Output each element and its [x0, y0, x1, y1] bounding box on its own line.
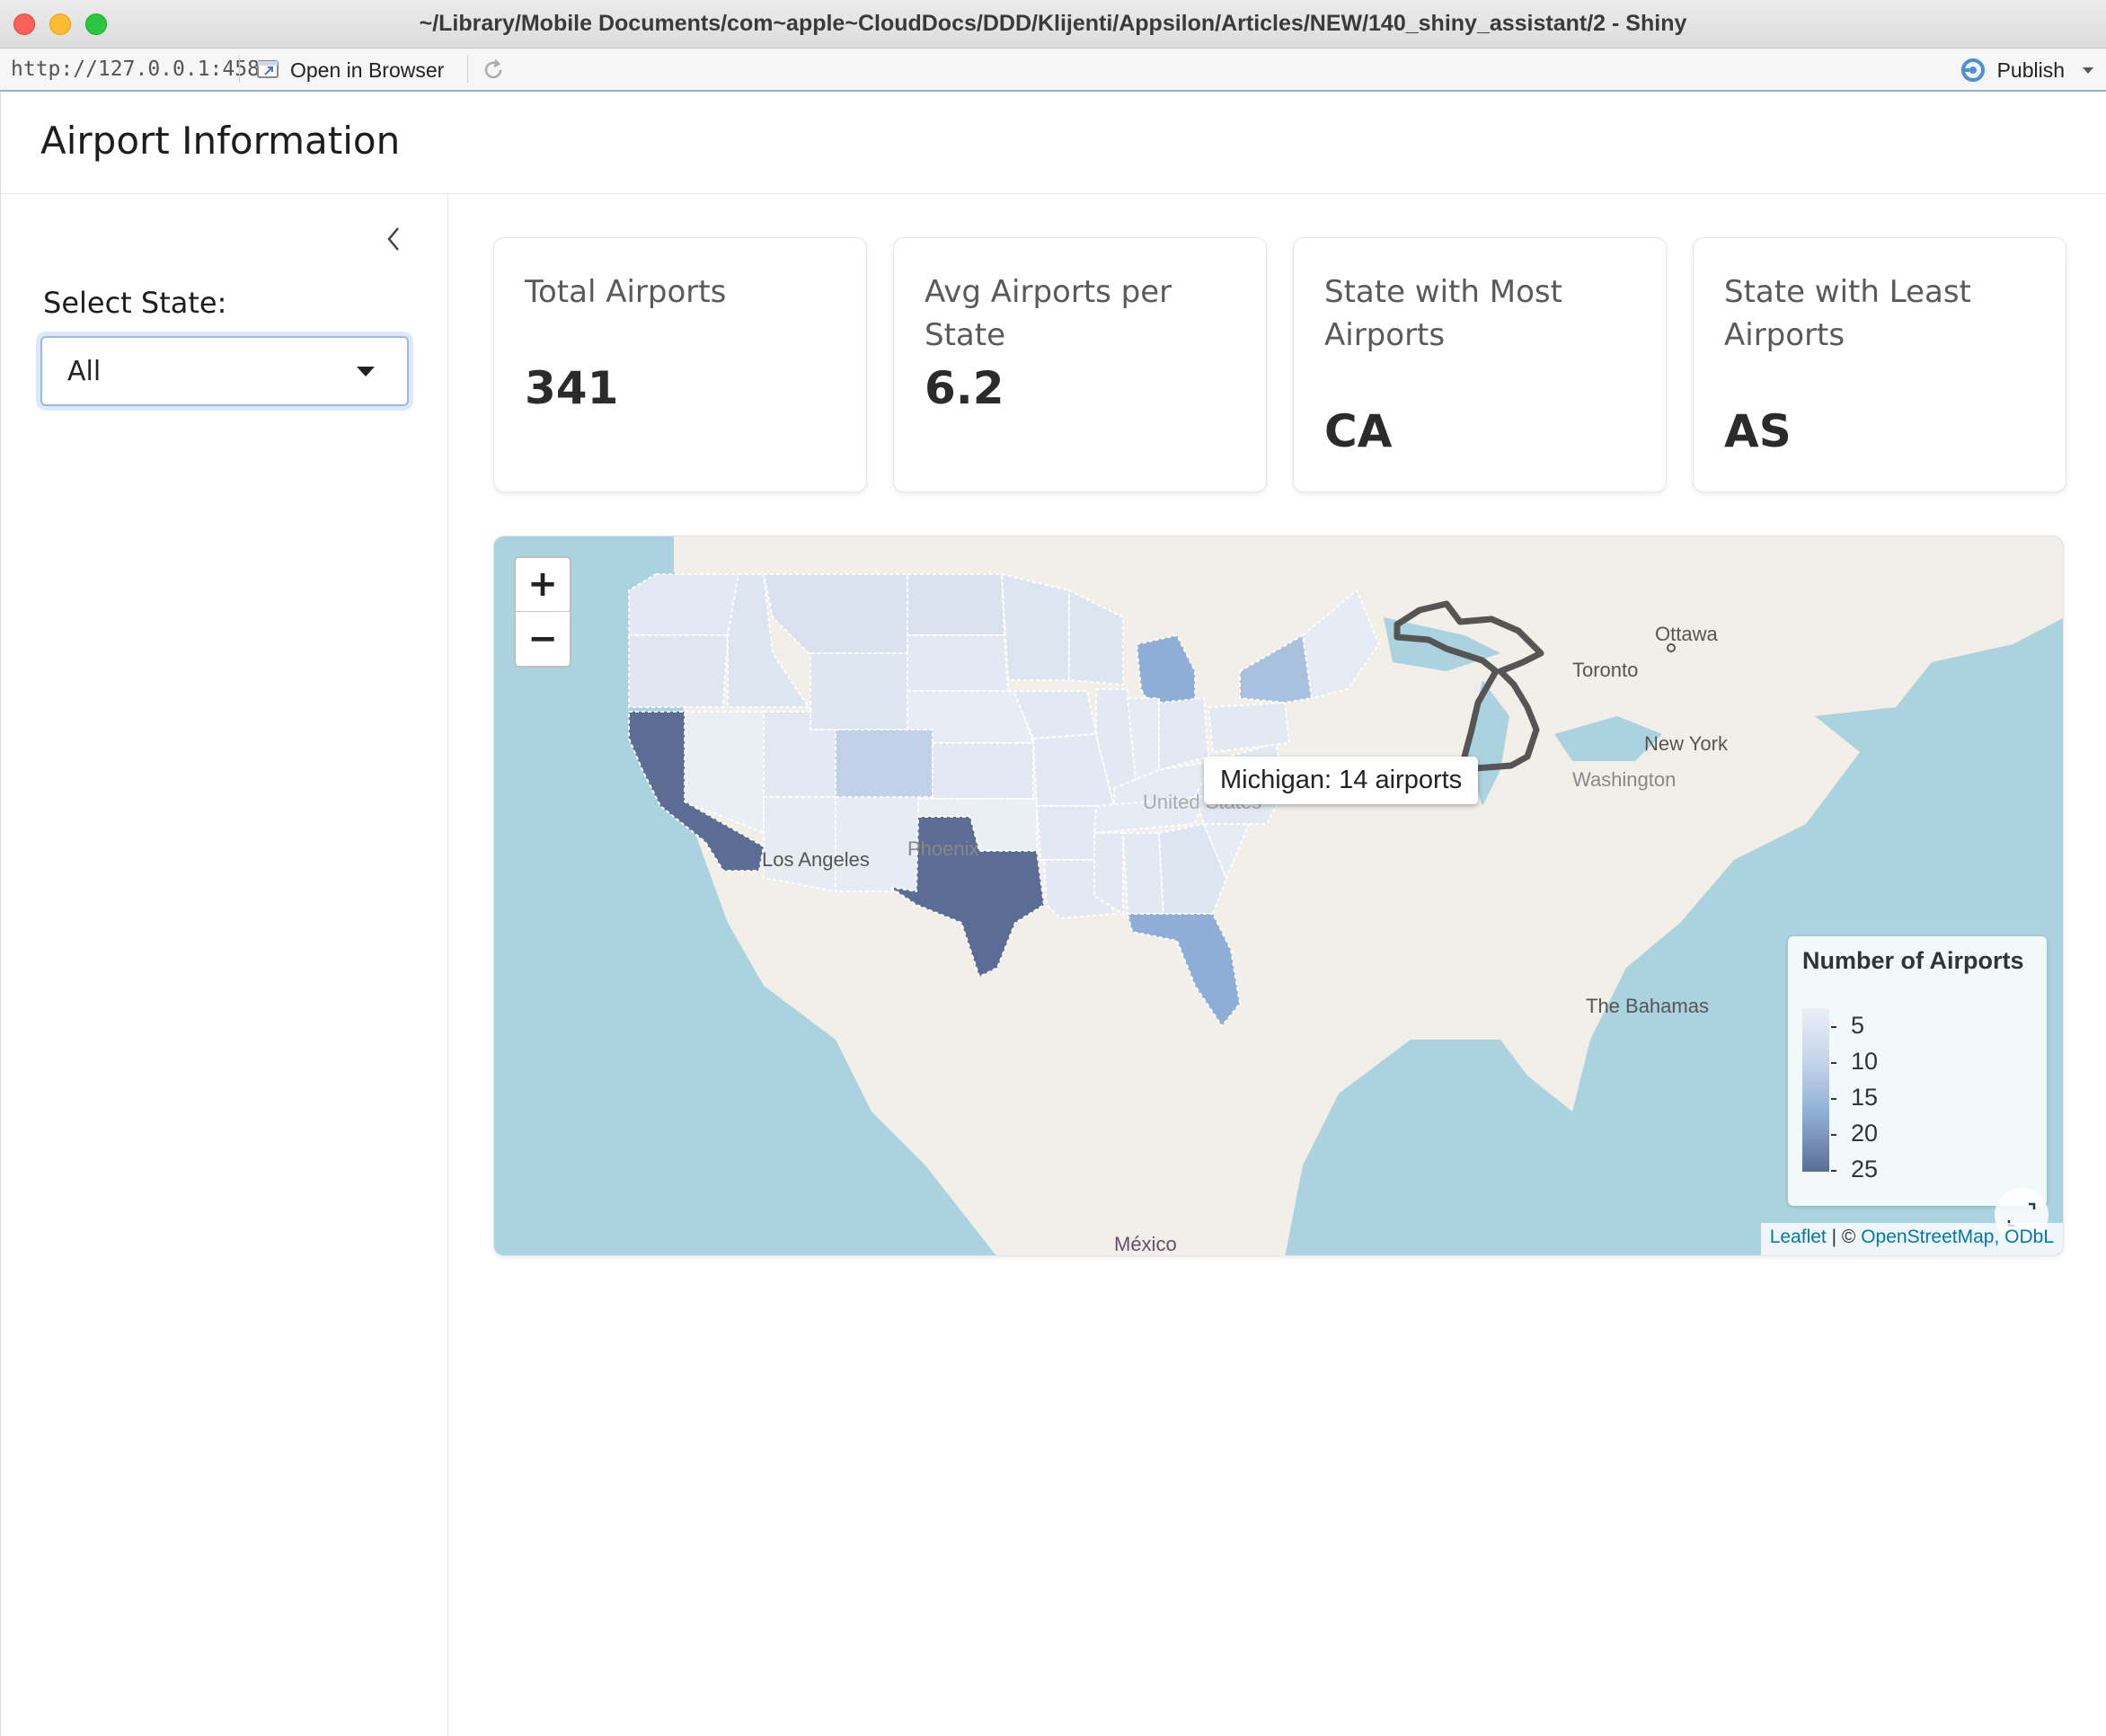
page-title: Airport Information: [40, 119, 401, 163]
value-box-state-most: State with Most Airports CA: [1293, 237, 1667, 492]
openstreetmap-link[interactable]: OpenStreetMap: [1861, 1227, 1995, 1247]
publish-icon: [1960, 58, 1985, 82]
value-box-value: CA: [1324, 405, 1393, 457]
state-minnesota[interactable]: [1000, 572, 1070, 681]
value-box-title: State with Least Airports: [1724, 274, 1971, 353]
state-missouri[interactable]: [1031, 732, 1116, 807]
state-select-value: All: [67, 356, 102, 387]
url-display: http://127.0.0.1:4587: [11, 58, 272, 81]
value-box-value: AS: [1724, 405, 1792, 457]
legend-label: 15: [1851, 1084, 1879, 1111]
label-mexico: México: [1114, 1233, 1177, 1255]
great-lakes: [1384, 617, 1662, 806]
legend-label: 10: [1851, 1048, 1879, 1075]
zoom-window-button[interactable]: [85, 13, 107, 35]
minimize-window-button[interactable]: [49, 13, 71, 35]
state-south-dakota[interactable]: [907, 634, 1010, 692]
canada-land: [674, 536, 2063, 761]
open-in-browser-label: Open in Browser: [290, 58, 445, 82]
state-select[interactable]: All: [40, 336, 409, 406]
publish-label: Publish: [1996, 58, 2065, 82]
refresh-icon[interactable]: [481, 58, 506, 83]
state-arkansas[interactable]: [1035, 805, 1098, 861]
map-tooltip: Michigan: 14 airports: [1204, 757, 1479, 804]
label-toronto: Toronto: [1572, 659, 1638, 681]
attribution-separator: | ©: [1826, 1227, 1862, 1247]
window-title: ~/Library/Mobile Documents/com~apple~Clo…: [419, 11, 1687, 36]
publish-button[interactable]: Publish: [1958, 56, 2093, 84]
legend-tick: [1831, 1062, 1836, 1064]
label-new-york: New York: [1644, 732, 1729, 755]
zoom-in-button[interactable]: +: [516, 558, 570, 612]
collapse-sidebar-icon[interactable]: [378, 221, 409, 257]
state-wisconsin[interactable]: [1068, 589, 1124, 686]
value-box-title: Total Airports: [525, 274, 727, 310]
michigan-highlight: [1394, 600, 1544, 772]
state-wyoming[interactable]: [810, 652, 908, 731]
map-attribution: Leaflet | © OpenStreetMap, ODbL: [1760, 1223, 2063, 1255]
state-new-york[interactable]: [1239, 633, 1314, 704]
window-titlebar: ~/Library/Mobile Documents/com~apple~Clo…: [0, 0, 2106, 49]
state-oregon[interactable]: [628, 634, 730, 708]
value-box-value: 6.2: [925, 362, 1004, 414]
legend-title: Number of Airports: [1802, 947, 2024, 974]
state-new-england[interactable]: [1301, 589, 1381, 700]
value-box-total-airports: Total Airports 341: [493, 237, 867, 492]
main-panel: Total Airports 341 Avg Airports per Stat…: [448, 194, 2106, 1736]
value-box-title: Avg Airports per State: [925, 274, 1172, 353]
app-header: Airport Information: [1, 92, 2106, 194]
state-polygons: [628, 572, 1381, 1028]
state-north-dakota[interactable]: [907, 573, 1006, 636]
legend-tick: [1831, 1170, 1836, 1172]
state-florida[interactable]: [1126, 913, 1242, 1028]
open-in-browser-button[interactable]: Open in Browser: [256, 56, 444, 84]
state-iowa[interactable]: [1012, 690, 1098, 740]
value-box-avg-airports: Avg Airports per State 6.2: [893, 237, 1267, 492]
zoom-control: + −: [514, 556, 571, 668]
toolbar-divider: [239, 56, 240, 83]
state-washington[interactable]: [628, 573, 739, 636]
value-box-value: 341: [525, 362, 619, 414]
label-los-angeles: Los Angeles: [762, 848, 870, 871]
state-mississippi[interactable]: [1093, 832, 1124, 916]
state-pennsylvania[interactable]: [1207, 701, 1291, 754]
state-alabama[interactable]: [1121, 832, 1165, 915]
legend-tick: [1831, 1026, 1836, 1028]
label-phoenix: Phoenix: [907, 837, 979, 860]
odbl-link[interactable]: , ODbL: [1994, 1227, 2054, 1247]
state-georgia[interactable]: [1157, 822, 1228, 915]
value-box-state-least: State with Least Airports AS: [1693, 237, 2066, 492]
select-state-label: Select State:: [43, 286, 227, 320]
chevron-down-icon[interactable]: [2083, 66, 2093, 74]
shiny-app: Airport Information Select State: All To…: [0, 92, 2106, 1736]
value-box-title: State with Most Airports: [1324, 274, 1562, 353]
legend-label: 25: [1851, 1156, 1879, 1182]
chevron-down-icon: [357, 367, 375, 376]
legend-label: 20: [1851, 1120, 1879, 1147]
state-tennessee[interactable]: [1093, 795, 1206, 835]
legend-tick: [1831, 1134, 1836, 1136]
open-browser-icon: [257, 60, 279, 78]
leaflet-map[interactable]: Ottawa Toronto New York Washington Unite…: [493, 536, 2064, 1256]
state-kansas[interactable]: [932, 742, 1034, 800]
legend-tick: [1831, 1098, 1836, 1100]
state-colorado[interactable]: [835, 729, 934, 798]
leaflet-link[interactable]: Leaflet: [1769, 1227, 1827, 1247]
zoom-out-button[interactable]: −: [527, 618, 558, 660]
state-texas[interactable]: [889, 816, 1046, 979]
close-window-button[interactable]: [13, 13, 35, 35]
label-ottawa: Ottawa: [1655, 623, 1718, 645]
state-arizona[interactable]: [763, 796, 836, 893]
viewer-toolbar: http://127.0.0.1:4587 Open in Browser Pu…: [0, 49, 2106, 92]
map-legend: Number of Airports 5 10 15 20 25: [1788, 936, 2047, 1206]
legend-label: 5: [1851, 1012, 1865, 1039]
state-new-mexico[interactable]: [835, 796, 919, 892]
label-bahamas: The Bahamas: [1586, 995, 1709, 1017]
toolbar-divider: [467, 56, 468, 83]
label-washington: Washington: [1572, 768, 1676, 791]
sidebar: Select State: All: [1, 194, 448, 1736]
legend-color-ramp: [1802, 1008, 1829, 1172]
state-nevada[interactable]: [684, 711, 765, 835]
